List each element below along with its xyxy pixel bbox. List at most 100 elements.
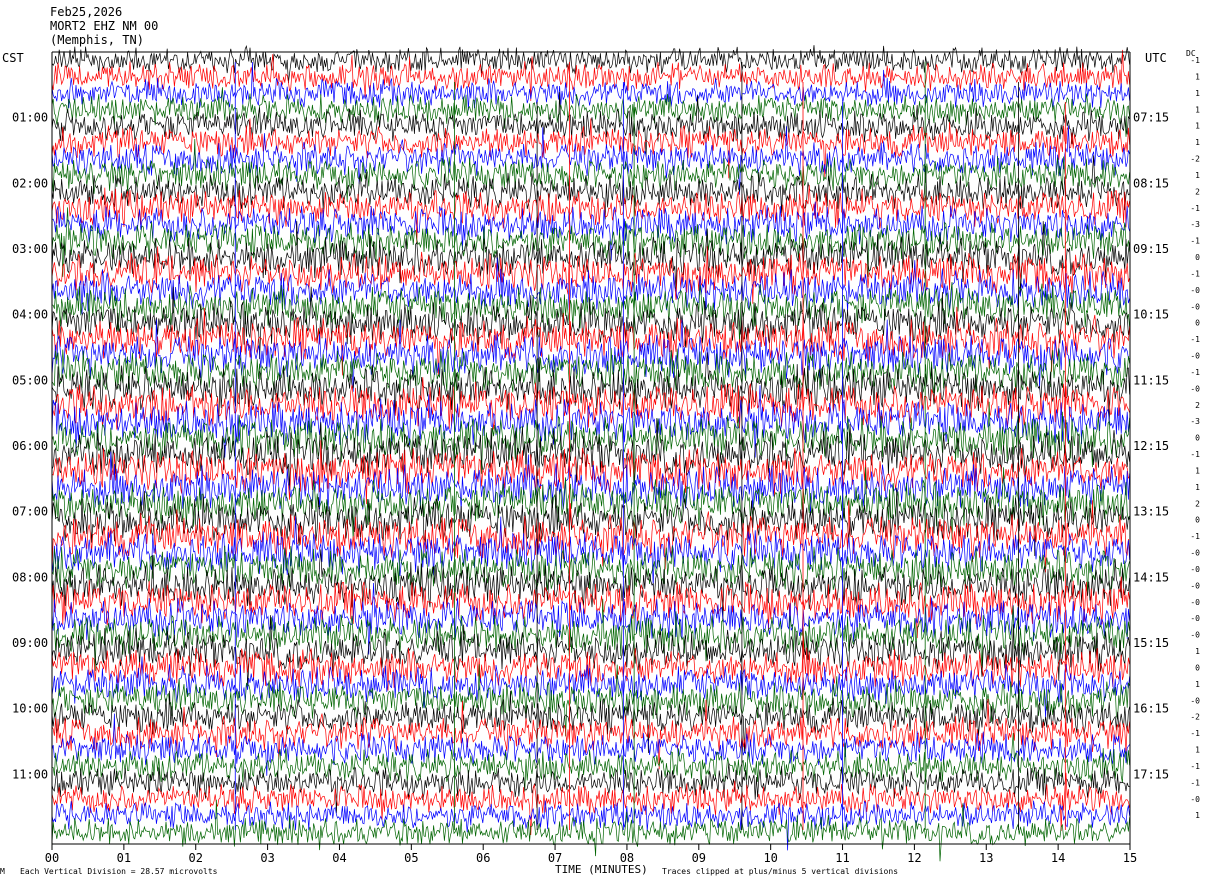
- x-tick-label-03: 03: [260, 851, 274, 865]
- dc-offset-label: -0: [1190, 795, 1200, 804]
- x-tick-label-11: 11: [835, 851, 849, 865]
- right-hour-label: 09:15: [1133, 242, 1169, 256]
- x-tick-label-06: 06: [476, 851, 490, 865]
- dc-offset-label: -0: [1190, 549, 1200, 558]
- trace-row-45: [51, 772, 1130, 836]
- trace-row-12: [51, 221, 1130, 294]
- left-hour-label: 08:00: [12, 570, 48, 584]
- dc-offset-label: -1: [1190, 56, 1200, 65]
- dc-offset-label: -1: [1190, 532, 1200, 541]
- trace-row-22: [51, 385, 1130, 458]
- right-hour-label: 16:15: [1133, 702, 1169, 716]
- left-hour-label: 09:00: [12, 636, 48, 650]
- trace-row-44: [51, 762, 1130, 814]
- dc-offset-label: -1: [1190, 729, 1200, 738]
- trace-row-38: [51, 656, 1130, 719]
- trace-row-17: [51, 306, 1130, 376]
- trace-row-35: [51, 598, 1130, 671]
- x-tick-label-14: 14: [1051, 851, 1065, 865]
- left-axis-title: CST: [2, 51, 24, 65]
- right-hour-label: 13:15: [1133, 505, 1169, 519]
- right-hour-label: 12:15: [1133, 439, 1169, 453]
- x-tick-label-09: 09: [692, 851, 706, 865]
- dc-offset-label: 0: [1195, 319, 1200, 328]
- left-hour-label: 06:00: [12, 439, 48, 453]
- dc-offset-label: -1: [1190, 269, 1200, 278]
- trace-row-39: [51, 664, 1130, 737]
- x-axis-label: TIME (MINUTES): [555, 863, 648, 876]
- trace-row-2: [51, 61, 1130, 111]
- dc-offset-label: -0: [1190, 598, 1200, 607]
- trace-row-32: [51, 549, 1130, 622]
- dc-offset-label: 1: [1195, 72, 1200, 81]
- header-operator: (Memphis, TN): [50, 33, 144, 47]
- trace-row-1: [51, 49, 1130, 102]
- dc-offset-label: -2: [1190, 713, 1200, 722]
- left-hour-label: 04:00: [12, 308, 48, 322]
- trace-row-7: [51, 138, 1130, 203]
- trace-row-40: [51, 690, 1130, 754]
- x-tick-label-10: 10: [763, 851, 777, 865]
- left-hour-label: 05:00: [12, 373, 48, 387]
- dc-offset-label: -0: [1190, 581, 1200, 590]
- trace-row-16: [51, 286, 1130, 360]
- axes-layer: [51, 51, 1131, 850]
- dc-offset-label: 1: [1195, 105, 1200, 114]
- trace-row-42: [51, 713, 1130, 776]
- trace-row-9: [51, 184, 1130, 245]
- clip-note: Traces clipped at plus/minus 5 vertical …: [662, 867, 899, 876]
- x-tick-label-08: 08: [620, 851, 634, 865]
- left-hour-label: 07:00: [12, 505, 48, 519]
- scale-note: Each Vertical Division = 28.57 microvolt…: [20, 867, 218, 876]
- trace-row-19: [51, 348, 1130, 394]
- left-hour-label: 01:00: [12, 111, 48, 125]
- dc-offset-label: -1: [1190, 204, 1200, 213]
- dc-offset-label: -0: [1190, 614, 1200, 623]
- dc-offset-label: 2: [1195, 401, 1200, 410]
- trace-row-24: [51, 418, 1130, 491]
- dc-offset-label: -1: [1190, 368, 1200, 377]
- left-hour-label: 10:00: [12, 702, 48, 716]
- header-station: MORT2 EHZ NM 00: [50, 19, 159, 33]
- trace-row-25: [51, 440, 1130, 505]
- dc-offset-label: 2: [1195, 499, 1200, 508]
- trace-row-20: [51, 352, 1130, 425]
- trace-row-5: [51, 118, 1130, 179]
- trace-row-21: [51, 377, 1130, 430]
- dc-offset-label: 1: [1195, 811, 1200, 820]
- dc-offset-label: -0: [1190, 352, 1200, 361]
- dc-offset-label: 1: [1195, 89, 1200, 98]
- dc-offset-label: -1: [1190, 335, 1200, 344]
- dc-offset-label: -3: [1190, 417, 1200, 426]
- trace-row-3: [51, 87, 1130, 137]
- trace-row-41: [51, 698, 1130, 770]
- right-hour-label: 11:15: [1133, 373, 1169, 387]
- trace-row-6: [51, 125, 1130, 195]
- dc-offset-label: -0: [1190, 631, 1200, 640]
- dc-offset-label: 1: [1195, 171, 1200, 180]
- right-hour-label: 14:15: [1133, 570, 1169, 584]
- x-tick-label-13: 13: [979, 851, 993, 865]
- left-hour-label: 03:00: [12, 242, 48, 256]
- dc-offset-label: -0: [1190, 696, 1200, 705]
- dc-offset-label: -0: [1190, 286, 1200, 295]
- dc-offset-label: -0: [1190, 565, 1200, 574]
- trace-row-47: [51, 799, 1130, 862]
- trace-row-13: [51, 246, 1130, 304]
- x-tick-label-02: 02: [189, 851, 203, 865]
- right-hour-label: 10:15: [1133, 308, 1169, 322]
- trace-row-11: [51, 207, 1130, 277]
- x-tick-label-12: 12: [907, 851, 921, 865]
- dc-offset-label: -1: [1190, 778, 1200, 787]
- dc-offset-label: -1: [1190, 450, 1200, 459]
- dc-offset-label: -1: [1190, 237, 1200, 246]
- dc-offset-label: 0: [1195, 434, 1200, 443]
- trace-row-36: [51, 615, 1130, 688]
- trace-row-15: [51, 281, 1130, 343]
- left-hour-label: 02:00: [12, 176, 48, 190]
- trace-layer: [51, 44, 1130, 862]
- dc-offset-label: -3: [1190, 220, 1200, 229]
- right-hour-label: 15:15: [1133, 636, 1169, 650]
